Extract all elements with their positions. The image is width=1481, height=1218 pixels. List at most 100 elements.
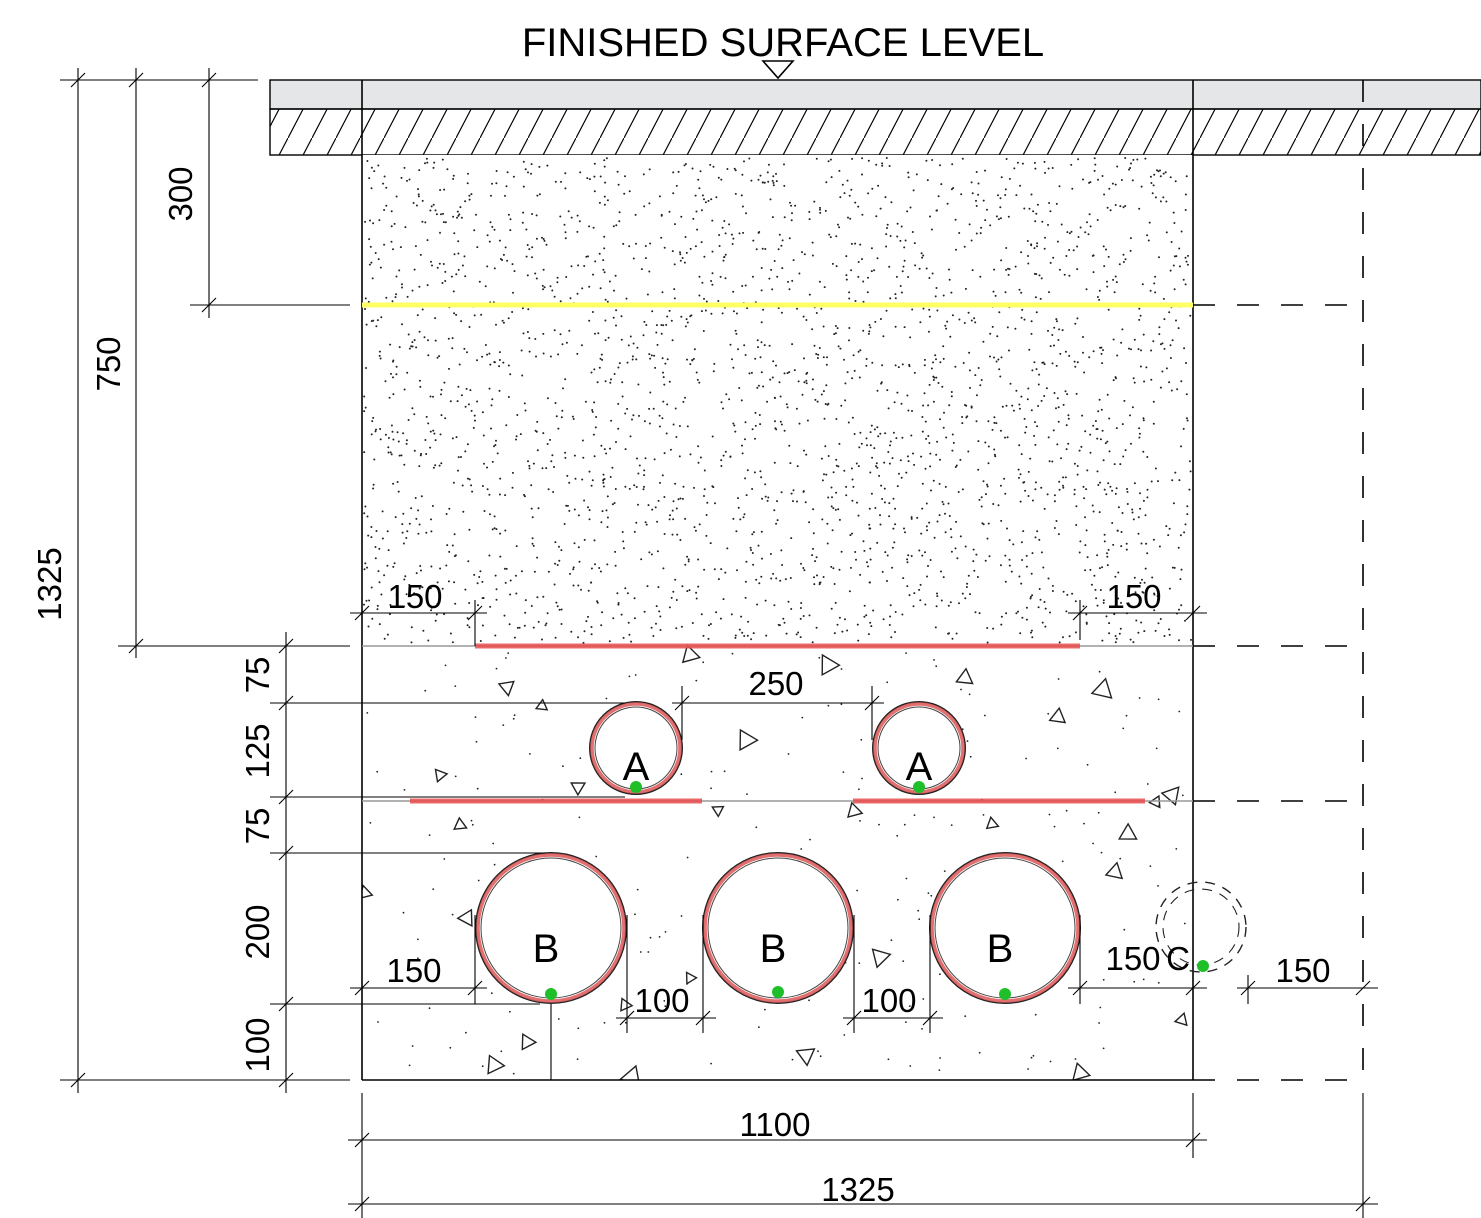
backfill-speck xyxy=(940,183,943,186)
backfill-speck xyxy=(757,231,760,234)
backfill-speck xyxy=(1107,255,1110,258)
backfill-speck xyxy=(1168,527,1171,530)
backfill-speck xyxy=(504,581,507,584)
backfill-speck xyxy=(1096,296,1099,298)
backfill-speck xyxy=(977,440,980,443)
backfill-speck xyxy=(697,178,700,181)
backfill-speck xyxy=(950,291,953,294)
backfill-speck xyxy=(766,171,769,174)
backfill-speck xyxy=(1034,443,1037,446)
backfill-speck xyxy=(739,518,742,521)
backfill-speck xyxy=(1186,513,1189,516)
backfill-speck xyxy=(870,424,873,427)
backfill-speck xyxy=(889,440,892,443)
backfill-speck xyxy=(1140,349,1142,352)
backfill-speck xyxy=(493,361,496,364)
backfill-speck xyxy=(855,462,858,465)
backfill-speck xyxy=(862,540,865,543)
backfill-speck xyxy=(531,542,534,545)
backfill-speck xyxy=(986,485,989,488)
backfill-speck xyxy=(580,344,583,347)
bedding-speck xyxy=(702,661,705,664)
backfill-speck xyxy=(649,357,652,360)
backfill-speck xyxy=(724,277,727,280)
backfill-speck xyxy=(1004,436,1006,439)
backfill-speck xyxy=(885,245,888,248)
backfill-speck xyxy=(576,214,579,217)
backfill-speck xyxy=(845,274,848,277)
backfill-speck xyxy=(767,163,770,166)
backfill-speck xyxy=(1133,338,1136,341)
backfill-speck xyxy=(790,608,793,610)
backfill-speck xyxy=(568,481,571,484)
backfill-speck xyxy=(1076,317,1079,320)
backfill-speck xyxy=(816,357,819,359)
bedding-speck xyxy=(859,820,861,822)
backfill-speck xyxy=(882,335,885,338)
backfill-speck xyxy=(918,549,921,552)
backfill-speck xyxy=(597,332,600,335)
backfill-speck xyxy=(785,632,788,635)
backfill-speck xyxy=(878,474,881,477)
backfill-speck xyxy=(978,612,981,615)
backfill-speck xyxy=(576,352,579,355)
bedding-speck xyxy=(424,689,427,692)
backfill-speck xyxy=(1136,158,1139,161)
backfill-speck xyxy=(848,194,851,197)
backfill-speck xyxy=(1117,506,1120,509)
backfill-speck xyxy=(363,603,365,606)
backfill-speck xyxy=(974,374,977,377)
backfill-speck xyxy=(675,184,678,187)
backfill-speck xyxy=(493,515,496,518)
backfill-speck xyxy=(1144,157,1147,160)
backfill-speck xyxy=(1001,405,1004,408)
backfill-speck xyxy=(603,165,606,168)
backfill-speck xyxy=(451,641,454,644)
backfill-speck xyxy=(1019,500,1022,503)
backfill-speck xyxy=(1178,265,1181,268)
backfill-speck xyxy=(993,448,996,451)
backfill-speck xyxy=(1162,297,1165,300)
backfill-speck xyxy=(1121,423,1124,426)
backfill-speck xyxy=(1102,349,1104,352)
backfill-speck xyxy=(1103,533,1106,536)
backfill-speck xyxy=(737,348,739,351)
backfill-speck xyxy=(590,371,593,374)
backfill-speck xyxy=(849,534,852,537)
backfill-speck xyxy=(936,520,939,523)
backfill-speck xyxy=(827,496,830,499)
backfill-speck xyxy=(636,346,639,349)
bedding-speck xyxy=(933,659,935,661)
backfill-speck xyxy=(615,324,617,327)
backfill-speck xyxy=(952,441,955,444)
backfill-speck xyxy=(1077,158,1080,161)
backfill-speck xyxy=(521,221,524,224)
backfill-speck xyxy=(922,254,925,257)
backfill-speck xyxy=(569,297,572,300)
backfill-speck xyxy=(668,309,671,312)
backfill-speck xyxy=(748,372,751,375)
bedding-speck xyxy=(966,740,969,742)
backfill-speck xyxy=(977,367,980,369)
backfill-speck xyxy=(1055,202,1058,205)
backfill-speck xyxy=(378,581,381,584)
backfill-speck xyxy=(1034,421,1036,424)
backfill-speck xyxy=(1137,532,1140,535)
backfill-speck xyxy=(576,230,579,233)
backfill-speck xyxy=(747,620,750,623)
backfill-speck xyxy=(1016,161,1019,164)
backfill-speck xyxy=(429,446,432,449)
backfill-speck xyxy=(531,537,534,540)
backfill-speck xyxy=(403,388,406,391)
bedding-speck xyxy=(605,697,608,700)
backfill-speck xyxy=(894,507,897,510)
backfill-speck xyxy=(759,356,762,359)
backfill-speck xyxy=(820,393,823,396)
backfill-speck xyxy=(615,309,618,312)
backfill-speck xyxy=(369,219,371,222)
backfill-speck xyxy=(881,164,884,167)
backfill-speck xyxy=(1185,417,1188,420)
backfill-speck xyxy=(430,606,433,609)
backfill-speck xyxy=(541,236,543,239)
backfill-speck xyxy=(460,320,463,323)
